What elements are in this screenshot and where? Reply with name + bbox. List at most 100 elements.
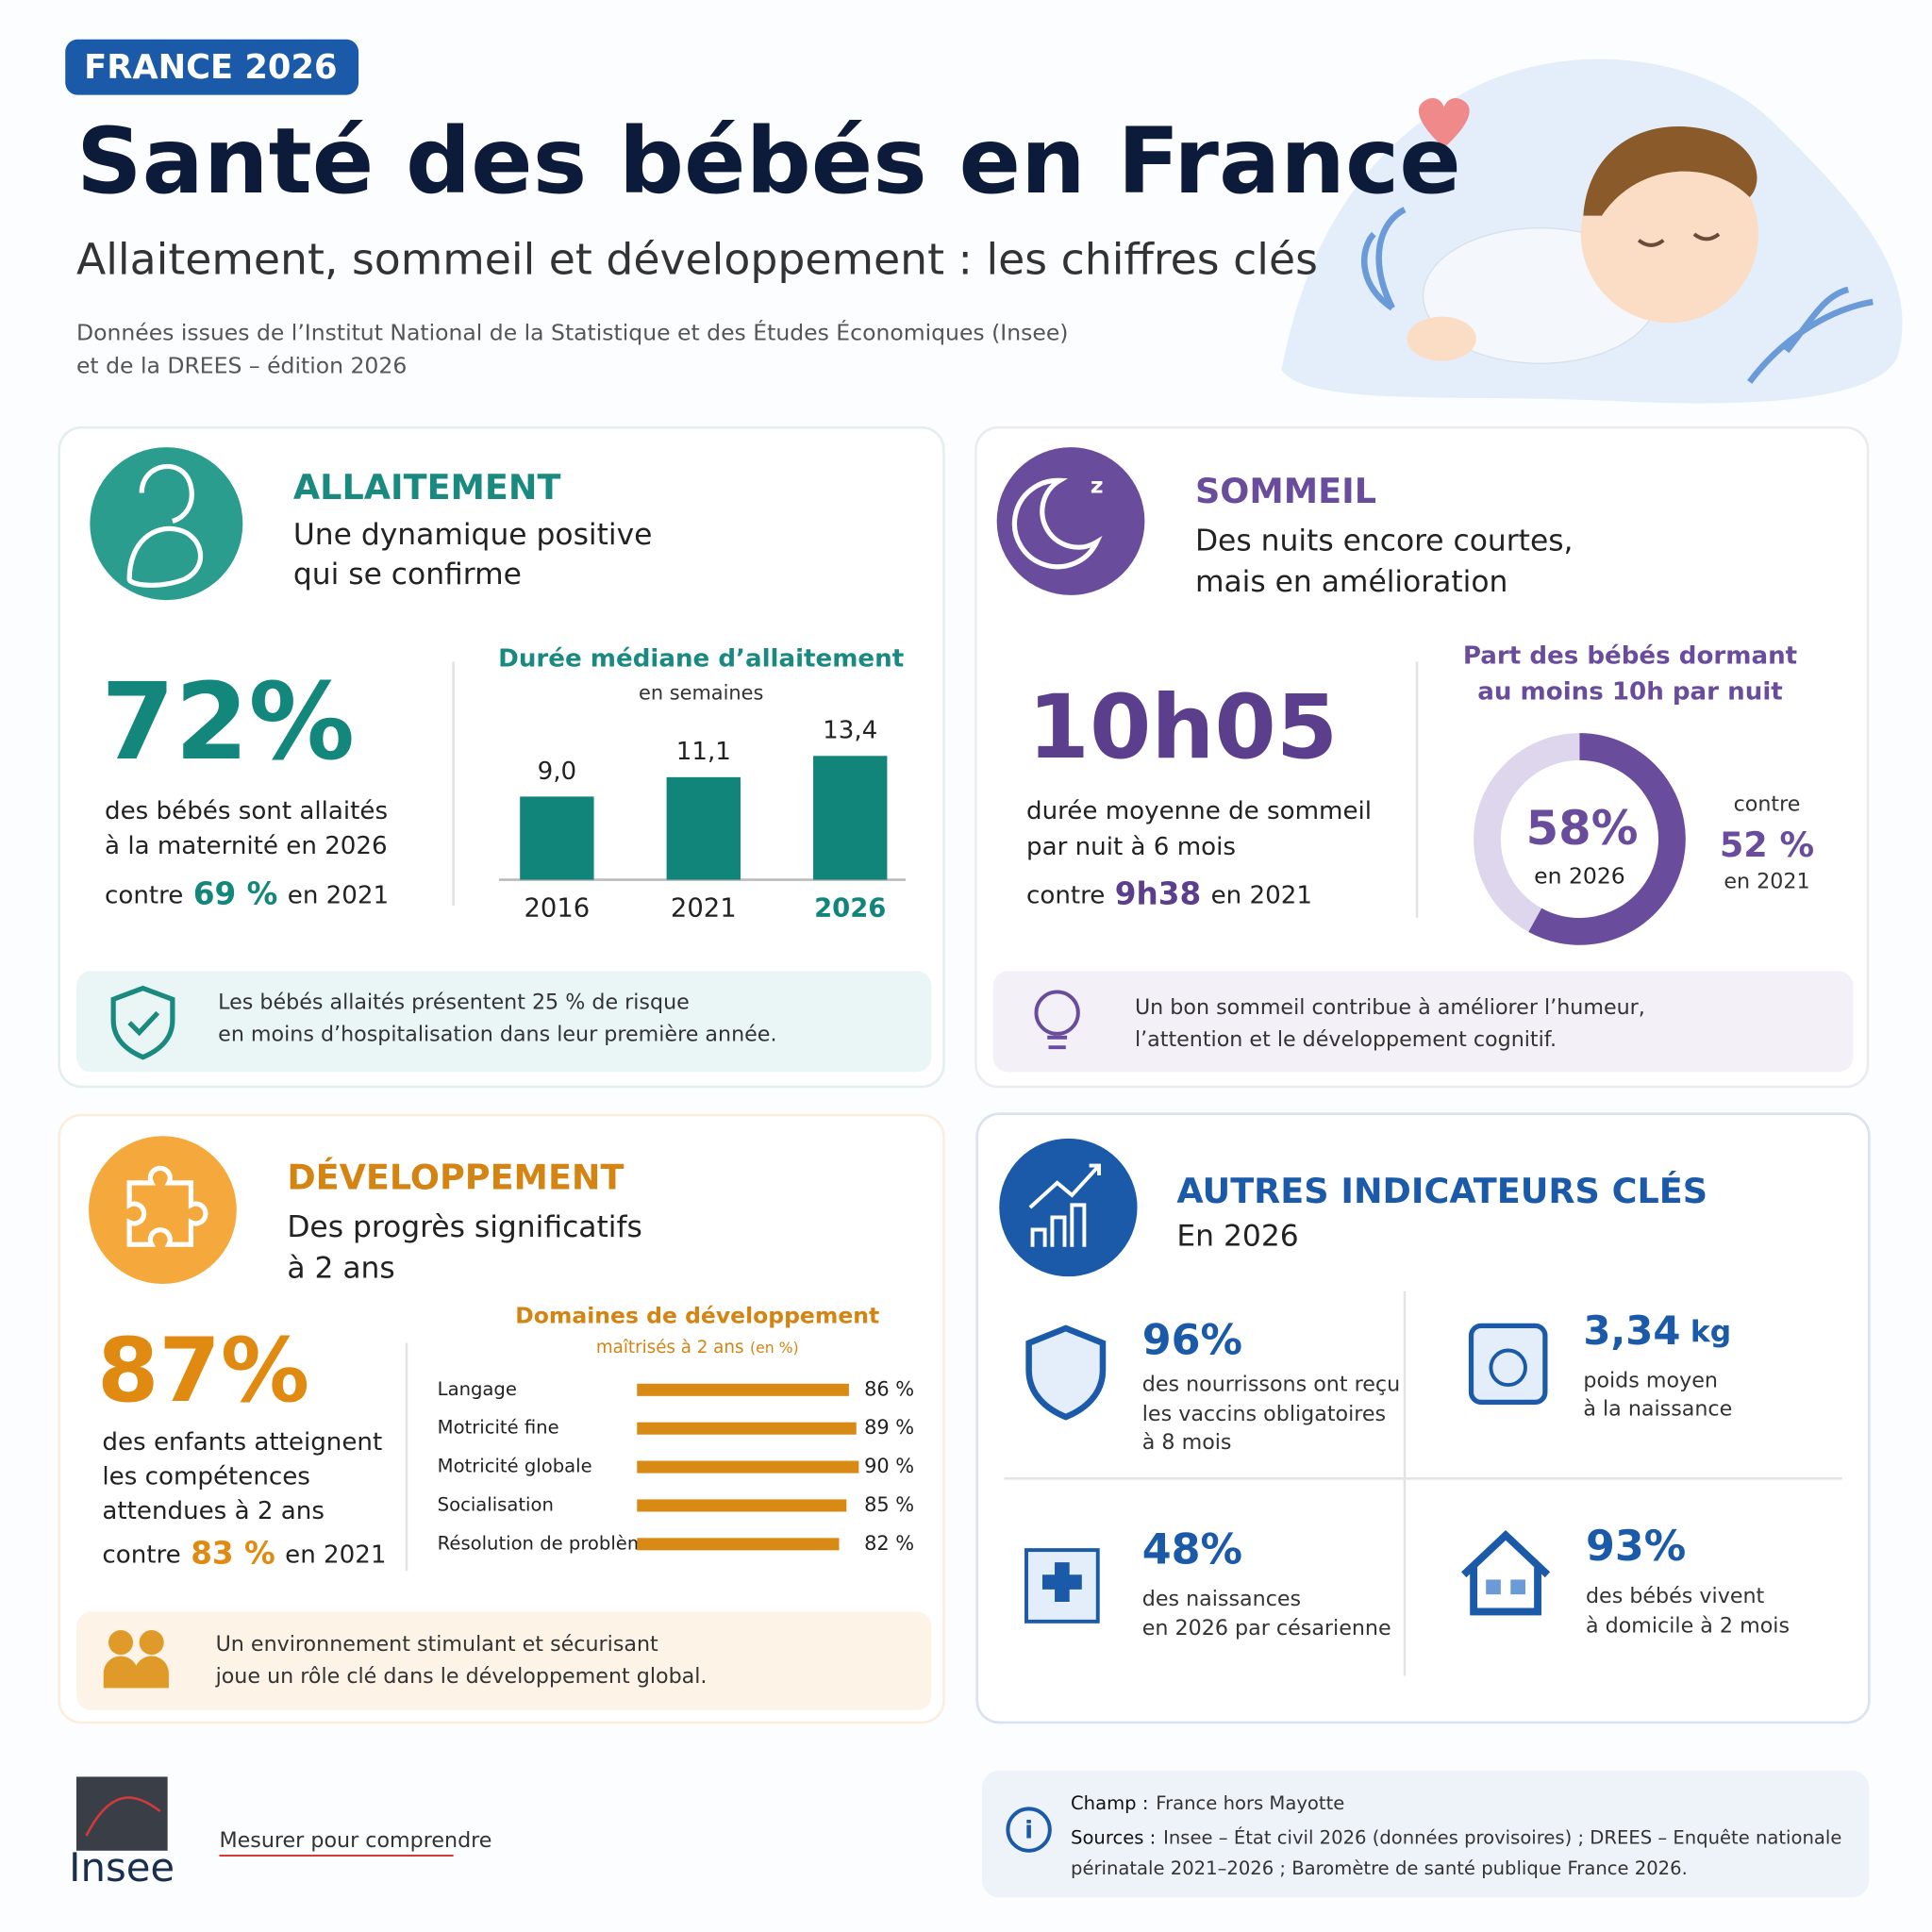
sources-text: périnatale 2021–2026 ; Baromètre de sant…: [1071, 1857, 1688, 1879]
people-icon: [103, 1656, 169, 1689]
sources: Sources : Insee – État civil 2026 (donnée…: [1071, 1826, 1841, 1848]
champ: Champ : France hors Mayotte: [1071, 1792, 1344, 1814]
compare-year: en 2021: [285, 1541, 386, 1569]
compare-word: contre: [102, 1541, 180, 1569]
stat-text: par nuit à 6 mois: [1026, 833, 1236, 861]
section-tagline: Des nuits encore courtes,: [1195, 525, 1574, 558]
key-stat: 72%: [101, 661, 355, 784]
section-tagline: qui se confirme: [293, 558, 522, 591]
footer-tagline: Mesurer pour comprendre: [219, 1828, 491, 1853]
indicator-value: 93%: [1586, 1523, 1686, 1571]
y-tick-label: Socialisation: [438, 1493, 554, 1515]
insee-logo-curve: [85, 1796, 161, 1837]
indicator-number: 3,34: [1583, 1307, 1680, 1354]
champ-text: France hors Mayotte: [1156, 1792, 1344, 1814]
section-heading: ALLAITEMENT: [293, 467, 561, 508]
icon-breastfeeding: [90, 447, 243, 601]
compare-word: contre: [1026, 881, 1105, 909]
indicator-text: des bébés vivent: [1586, 1584, 1765, 1608]
stat-text: durée moyenne de sommeil: [1026, 797, 1372, 825]
leaf-right: [1747, 286, 1874, 384]
bulb-base: [1047, 1035, 1068, 1050]
scale-dial: [1489, 1348, 1527, 1388]
key-stat: 10h05: [1028, 676, 1339, 779]
info-glyph: i: [1024, 1816, 1033, 1844]
scale-icon: [1468, 1323, 1548, 1405]
page-subtitle: Allaitement, sommeil et développement : …: [76, 235, 1318, 285]
section-tagline: En 2026: [1176, 1219, 1298, 1253]
value-label: 82 %: [864, 1532, 914, 1555]
growth-glyph: [1028, 1163, 1102, 1247]
house-window: [1486, 1579, 1501, 1595]
compare: contre 69 % en 2021: [105, 876, 389, 912]
check-icon: [127, 1010, 160, 1037]
stat-text: les compétences: [102, 1463, 309, 1491]
sources-text: Insee – État civil 2026 (données proviso…: [1163, 1826, 1841, 1848]
compare-year: en 2021: [1724, 870, 1809, 894]
section-heading: DÉVELOPPEMENT: [287, 1156, 624, 1197]
note-text: joue un rôle clé dans le développement g…: [215, 1664, 708, 1689]
sources-label: Sources :: [1071, 1826, 1156, 1848]
compare-value: 69 %: [193, 876, 278, 912]
note-box: [75, 971, 932, 1073]
eyes: [1637, 232, 1721, 247]
indicator-text: des nourrissons ont reçu: [1142, 1373, 1400, 1397]
note-box: [75, 1611, 932, 1710]
chart-title: au moins 10h par nuit: [1477, 678, 1783, 707]
bar: [520, 796, 594, 880]
y-tick-label: Motricité fine: [438, 1417, 559, 1439]
stat-text: des enfants atteignent: [102, 1428, 382, 1457]
insee-logo-mark: [75, 1776, 168, 1851]
leaf-left: [1360, 207, 1407, 311]
bar: [666, 776, 741, 880]
bar: [637, 1538, 840, 1551]
indicator-text: les vaccins obligatoires: [1142, 1402, 1386, 1426]
note-text: Un environnement stimulant et sécurisant: [216, 1632, 658, 1657]
donut-category: en 2026: [1534, 862, 1625, 889]
card: [58, 1113, 945, 1724]
icon-glyph: [126, 463, 204, 588]
bar: [637, 1460, 859, 1474]
info-icon: [1006, 1807, 1052, 1853]
badge-text: FRANCE 2026: [84, 48, 337, 87]
section-tagline: Des progrès significatifs: [287, 1210, 642, 1244]
note-box: [992, 971, 1854, 1073]
chart-title: Domaines de développement: [515, 1303, 879, 1329]
zzz-glyph: z: [1091, 472, 1104, 498]
indicator-value: 48%: [1142, 1526, 1242, 1574]
shield-icon: [1025, 1324, 1107, 1421]
chart-title: Part des bébés dormant: [1463, 642, 1797, 671]
heart: [1418, 98, 1470, 148]
note-text: Un bon sommeil contribue à améliorer l’h…: [1135, 995, 1645, 1020]
value-label: 89 %: [864, 1416, 914, 1439]
hair: [1583, 125, 1757, 216]
bar: [637, 1383, 849, 1396]
y-tick-label: Langage: [438, 1378, 517, 1400]
champ-label: Champ :: [1071, 1792, 1148, 1814]
bar: [637, 1422, 857, 1435]
source-line: Données issues de l’Institut National de…: [76, 319, 1068, 345]
indicator-unit: kg: [1690, 1315, 1731, 1349]
card: [975, 1112, 1871, 1724]
people-icon: [108, 1630, 134, 1656]
house-icon: [1460, 1530, 1551, 1616]
stat-text: à la maternité en 2026: [105, 832, 388, 860]
indicator-text: des naissances: [1142, 1587, 1301, 1611]
donut-value-label: 58%: [1526, 801, 1639, 856]
note-text: en moins d’hospitalisation dans leur pre…: [218, 1023, 776, 1047]
compare-value: 9h38: [1115, 876, 1201, 912]
foot: [1407, 316, 1476, 361]
value-label: 85 %: [864, 1493, 914, 1516]
shield-icon: [110, 985, 175, 1060]
compare-value: 52 %: [1720, 824, 1814, 865]
section-tagline: Une dynamique positive: [293, 518, 653, 552]
indicator-text: à domicile à 2 mois: [1586, 1614, 1790, 1639]
value-label: 11,1: [676, 738, 731, 766]
chart-subtitle: maîtrisés à 2 ans (en %): [596, 1338, 799, 1357]
section-tagline: mais en amélioration: [1195, 565, 1507, 599]
unit-note: (en %): [750, 1338, 799, 1356]
compare-word: contre: [1734, 791, 1801, 816]
stat-text: attendues à 2 ans: [102, 1497, 325, 1525]
bulb-icon: [1034, 990, 1080, 1036]
indicator-value: 3,34 kg: [1583, 1307, 1731, 1354]
